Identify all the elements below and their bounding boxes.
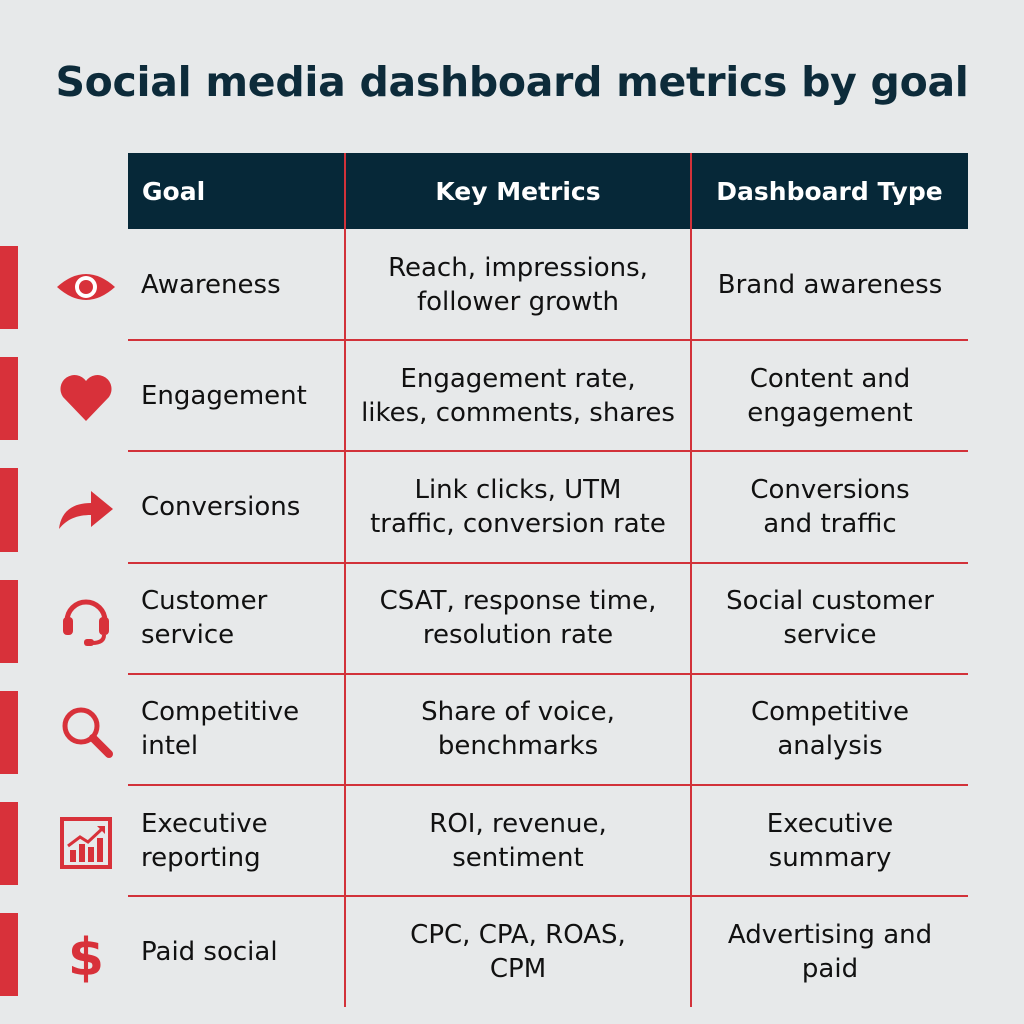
row-accent-bar xyxy=(0,802,18,886)
goal-cell-line: Customer xyxy=(141,586,268,617)
dashboard-type-cell-line: and traffic xyxy=(763,508,897,539)
row-accent-bar xyxy=(0,357,18,441)
key-metrics-cell-line: Link clicks, UTM xyxy=(414,474,622,505)
dashboard-type-cell: Advertising and paid xyxy=(692,896,968,1007)
key-metrics-cell-line: Share of voice, xyxy=(421,697,615,728)
table-header: Goal Key Metrics Dashboard Type xyxy=(128,153,968,229)
key-metrics-cell-line: likes, comments, shares xyxy=(361,397,675,428)
dashboard-type-cell: Conversions and traffic xyxy=(692,451,968,562)
key-metrics-cell-line: CPM xyxy=(489,953,547,984)
row-accent-bar xyxy=(0,913,18,997)
dashboard-type-cell-line: paid xyxy=(801,953,859,984)
key-metrics-cell: CPC, CPA, ROAS, CPM xyxy=(345,896,691,1007)
headset-icon xyxy=(54,588,118,652)
header-goal: Goal xyxy=(142,176,206,206)
eye-icon xyxy=(54,255,118,319)
svg-text:$: $ xyxy=(68,928,104,983)
goal-cell-line: Executive xyxy=(141,808,268,839)
goal-cell-line: Paid social xyxy=(141,936,278,967)
dashboard-type-cell-line: Competitive xyxy=(750,697,910,728)
magnifier-icon xyxy=(54,699,118,763)
page-title: Social media dashboard metrics by goal xyxy=(55,58,969,106)
goal-cell-line: reporting xyxy=(141,842,261,873)
key-metrics-cell-line: sentiment xyxy=(452,842,584,873)
dashboard-type-cell-line: summary xyxy=(768,842,892,873)
goal-cell-line: intel xyxy=(141,731,199,762)
key-metrics-cell: Share of voice, benchmarks xyxy=(345,674,691,785)
row-accent-bar xyxy=(0,468,18,552)
share-arrow-icon xyxy=(54,477,118,541)
row-divider xyxy=(128,895,968,898)
dashboard-type-cell-line: Brand awareness xyxy=(717,269,943,300)
key-metrics-cell-line: Reach, impressions, xyxy=(388,252,648,283)
key-metrics-cell-line: follower growth xyxy=(416,286,620,317)
row-accent-bar xyxy=(0,690,18,774)
growth-chart-icon xyxy=(54,811,118,875)
dashboard-type-cell-line: Content and xyxy=(749,363,911,394)
goal-cell-line: Awareness xyxy=(141,269,281,300)
dashboard-type-cell: Social customer service xyxy=(692,563,968,674)
column-divider xyxy=(690,153,692,1007)
header-key-metrics: Key Metrics xyxy=(435,176,601,206)
key-metrics-cell: CSAT, response time, resolution rate xyxy=(345,563,691,674)
goal-cell: Awareness xyxy=(141,229,341,340)
dashboard-type-cell-line: Social customer xyxy=(726,586,934,617)
goal-cell: Competitive intel xyxy=(141,674,341,785)
key-metrics-cell-line: Engagement rate, xyxy=(400,363,636,394)
row-divider xyxy=(128,561,968,564)
row-divider xyxy=(128,339,968,342)
dashboard-type-cell-line: service xyxy=(783,620,877,651)
key-metrics-cell: ROI, revenue, sentiment xyxy=(345,785,691,896)
row-accent-bar xyxy=(0,579,18,663)
key-metrics-cell: Link clicks, UTM traffic, conversion rate xyxy=(345,451,691,562)
dashboard-type-cell: Brand awareness xyxy=(692,229,968,340)
dashboard-type-cell-line: Advertising and xyxy=(727,919,933,950)
dashboard-type-cell: Content and engagement xyxy=(692,340,968,451)
dashboard-type-cell: Competitive analysis xyxy=(692,674,968,785)
goal-cell: Engagement xyxy=(141,340,341,451)
dashboard-type-cell-line: engagement xyxy=(747,397,913,428)
goal-cell: Customer service xyxy=(141,563,341,674)
dashboard-type-cell-line: Conversions xyxy=(750,474,910,505)
column-divider xyxy=(344,153,346,1007)
goal-cell: Paid social xyxy=(141,896,341,1007)
header-dashboard-type: Dashboard Type xyxy=(716,176,943,206)
goal-cell-line: Engagement xyxy=(141,380,307,411)
dashboard-type-cell-line: analysis xyxy=(777,731,883,762)
row-divider xyxy=(128,784,968,786)
row-divider xyxy=(128,672,968,675)
goal-cell-line: Conversions xyxy=(141,491,301,522)
row-accent-bar xyxy=(0,246,18,330)
key-metrics-cell-line: traffic, conversion rate xyxy=(370,508,666,539)
key-metrics-cell: Engagement rate, likes, comments, shares xyxy=(345,340,691,451)
dashboard-type-cell: Executive summary xyxy=(692,785,968,896)
dollar-icon: $ xyxy=(54,922,118,986)
key-metrics-cell-line: benchmarks xyxy=(437,731,599,762)
heart-icon xyxy=(54,366,118,430)
key-metrics-cell-line: CPC, CPA, ROAS, xyxy=(410,919,626,950)
goal-cell-line: service xyxy=(141,620,235,651)
row-divider xyxy=(128,450,968,453)
key-metrics-cell-line: resolution rate xyxy=(422,620,614,651)
dashboard-type-cell-line: Executive xyxy=(766,808,894,839)
goal-cell: Conversions xyxy=(141,451,341,562)
key-metrics-cell-line: ROI, revenue, xyxy=(429,808,607,839)
goal-cell-line: Competitive xyxy=(141,697,300,728)
key-metrics-cell: Reach, impressions, follower growth xyxy=(345,229,691,340)
key-metrics-cell-line: CSAT, response time, xyxy=(379,586,657,617)
goal-cell: Executive reporting xyxy=(141,785,341,896)
